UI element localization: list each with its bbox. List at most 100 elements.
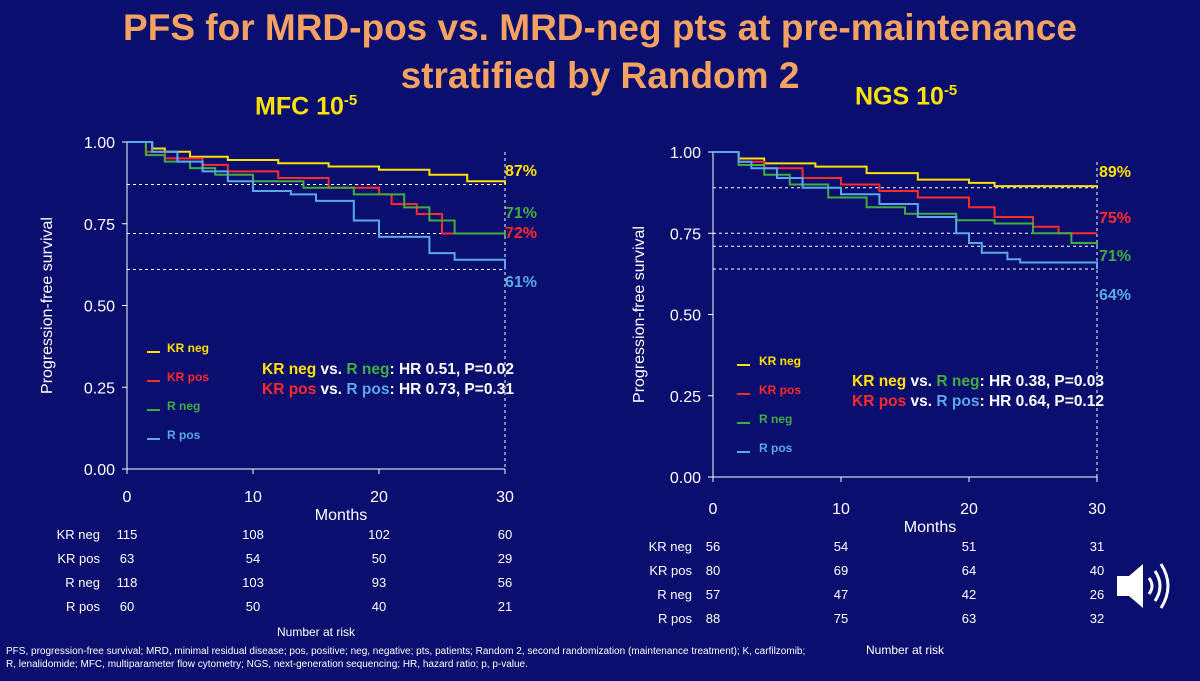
mfc-legend-label-R_neg: R neg	[167, 399, 200, 413]
ngs-hr-line: KR neg vs. R neg: HR 0.38, P=0.03	[852, 373, 1104, 390]
mfc-y-tick-label: 0.00	[84, 462, 115, 479]
ngs-panel-title-sup: -5	[943, 82, 958, 99]
slide-title: PFS for MRD-pos vs. MRD-neg pts at pre-m…	[0, 4, 1200, 100]
ngs-risk-value: 75	[834, 611, 848, 626]
ngs-hr-part: KR pos	[852, 393, 906, 410]
ngs-y-tick-label: 1.00	[670, 145, 701, 162]
mfc-panel-title: MFC 10-5	[255, 92, 357, 121]
ngs-risk-value: 80	[706, 563, 720, 578]
mfc-legend-label-KR_neg: KR neg	[167, 341, 209, 355]
ngs-x-axis-label: Months	[904, 519, 956, 536]
mfc-risk-value: 93	[372, 575, 386, 590]
ngs-y-tick-label: 0.00	[670, 470, 701, 487]
mfc-risk-value: 108	[242, 527, 264, 542]
ngs-x-tick-label: 30	[1088, 501, 1106, 518]
ngs-hr-part: R pos	[936, 393, 979, 410]
mfc-hr-part: R neg	[346, 361, 389, 378]
ngs-risk-value: 54	[834, 539, 848, 554]
ngs-risk-row-label: R neg	[657, 587, 692, 602]
ngs-hr-part: KR neg	[852, 373, 906, 390]
ngs-legend-label-KR_neg: KR neg	[759, 354, 801, 368]
mfc-risk-value: 103	[242, 575, 264, 590]
mfc-hr-part: KR pos	[262, 381, 316, 398]
ngs-hr-part: vs.	[906, 373, 936, 390]
mfc-risk-value: 21	[498, 599, 512, 614]
mfc-hr-part: : HR 0.73, P=0.31	[389, 381, 514, 398]
mfc-series-R_neg	[127, 141, 506, 237]
ngs-risk-row-label: KR pos	[649, 563, 692, 578]
mfc-x-tick-label: 30	[496, 489, 514, 506]
ngs-end-label-R_pos: 64%	[1099, 287, 1131, 304]
mfc-hr-part: KR neg	[262, 361, 316, 378]
ngs-risk-value: 64	[962, 563, 976, 578]
mfc-hr-part: vs.	[316, 361, 346, 378]
ngs-risk-value: 63	[962, 611, 976, 626]
ngs-risk-caption: Number at risk	[866, 643, 945, 657]
mfc-panel-title-text: MFC 10	[255, 92, 344, 121]
ngs-legend-label-R_neg: R neg	[759, 412, 792, 426]
ngs-end-label-R_neg: 71%	[1099, 248, 1131, 265]
mfc-panel-title-sup: -5	[343, 92, 358, 109]
mfc-hr-line: KR pos vs. R pos: HR 0.73, P=0.31	[262, 381, 514, 398]
ngs-hr-line: KR pos vs. R pos: HR 0.64, P=0.12	[852, 393, 1104, 410]
ngs-series-KR_neg	[713, 151, 1098, 188]
mfc-y-tick-label: 1.00	[84, 135, 115, 152]
slide-title-line1: PFS for MRD-pos vs. MRD-neg pts at pre-m…	[123, 7, 1077, 48]
mfc-risk-caption: Number at risk	[277, 625, 356, 639]
mfc-y-tick-label: 0.75	[84, 217, 115, 234]
mfc-y-axis-label: Progression-free survival	[39, 217, 56, 394]
mfc-risk-value: 50	[246, 599, 260, 614]
ngs-risk-value: 69	[834, 563, 848, 578]
ngs-panel-title-text: NGS 10	[855, 82, 944, 111]
ngs-panel-title: NGS 10-5	[855, 82, 957, 111]
mfc-risk-value: 115	[117, 527, 138, 542]
mfc-hr-part: : HR 0.51, P=0.02	[389, 361, 514, 378]
ngs-y-tick-label: 0.25	[670, 389, 701, 406]
ngs-x-tick-label: 0	[709, 501, 718, 518]
mfc-legend-label-KR_pos: KR pos	[167, 370, 209, 384]
mfc-end-label-KR_pos: 72%	[505, 225, 537, 242]
ngs-y-axis-label: Progression-free survival	[631, 226, 648, 403]
mfc-risk-value: 60	[120, 599, 134, 614]
ngs-hr-part: : HR 0.38, P=0.03	[979, 373, 1104, 390]
mfc-risk-row-label: KR neg	[57, 527, 100, 542]
mfc-risk-row-label: R pos	[66, 599, 100, 614]
mfc-end-label-R_neg: 71%	[505, 205, 537, 222]
ngs-risk-value: 51	[962, 539, 976, 554]
ngs-risk-value: 47	[834, 587, 848, 602]
mfc-risk-value: 50	[372, 551, 386, 566]
mfc-series-R_pos	[127, 141, 506, 270]
ngs-end-label-KR_neg: 89%	[1099, 164, 1131, 181]
mfc-x-axis-label: Months	[315, 507, 367, 524]
ngs-x-tick-label: 20	[960, 501, 978, 518]
ngs-end-label-KR_pos: 75%	[1099, 210, 1131, 227]
mfc-risk-row-label: KR pos	[57, 551, 100, 566]
slide-title-line2: stratified by Random 2	[400, 55, 800, 96]
ngs-risk-value: 40	[1090, 563, 1104, 578]
mfc-risk-value: 54	[246, 551, 260, 566]
mfc-risk-value: 40	[372, 599, 386, 614]
footnote: PFS, progression-free survival; MRD, min…	[6, 646, 806, 670]
mfc-hr-part: R pos	[346, 381, 389, 398]
mfc-end-label-R_pos: 61%	[505, 274, 537, 291]
mfc-risk-value: 56	[498, 575, 512, 590]
ngs-risk-value: 57	[706, 587, 720, 602]
ngs-series-R_neg	[713, 151, 1098, 247]
mfc-risk-row-label: R neg	[65, 575, 100, 590]
ngs-risk-value: 26	[1090, 587, 1104, 602]
mfc-risk-value: 29	[498, 551, 512, 566]
ngs-risk-value: 42	[962, 587, 976, 602]
ngs-legend-label-R_pos: R pos	[759, 441, 793, 455]
mfc-x-tick-label: 10	[244, 489, 262, 506]
ngs-y-tick-label: 0.75	[670, 226, 701, 243]
ngs-risk-value: 31	[1090, 539, 1104, 554]
ngs-series-R_pos	[713, 151, 1098, 269]
mfc-risk-value: 118	[117, 575, 138, 590]
mfc-risk-value: 102	[368, 527, 390, 542]
mfc-y-tick-label: 0.25	[84, 380, 115, 397]
mfc-hr-line: KR neg vs. R neg: HR 0.51, P=0.02	[262, 361, 514, 378]
mfc-end-label-KR_neg: 87%	[505, 163, 537, 180]
mfc-risk-value: 63	[120, 551, 134, 566]
mfc-legend-label-R_pos: R pos	[167, 428, 201, 442]
